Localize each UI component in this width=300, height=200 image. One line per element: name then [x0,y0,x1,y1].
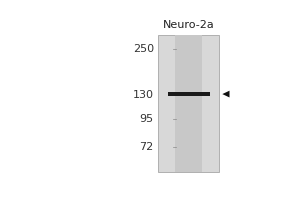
Bar [158,35,219,172]
Text: Neuro-2a: Neuro-2a [163,20,214,30]
Polygon shape [222,91,230,97]
Text: 250: 250 [133,44,154,54]
Bar [175,35,202,172]
Bar [168,92,210,96]
Text: 72: 72 [140,142,154,152]
Text: 95: 95 [140,114,154,124]
Text: 130: 130 [133,90,154,100]
